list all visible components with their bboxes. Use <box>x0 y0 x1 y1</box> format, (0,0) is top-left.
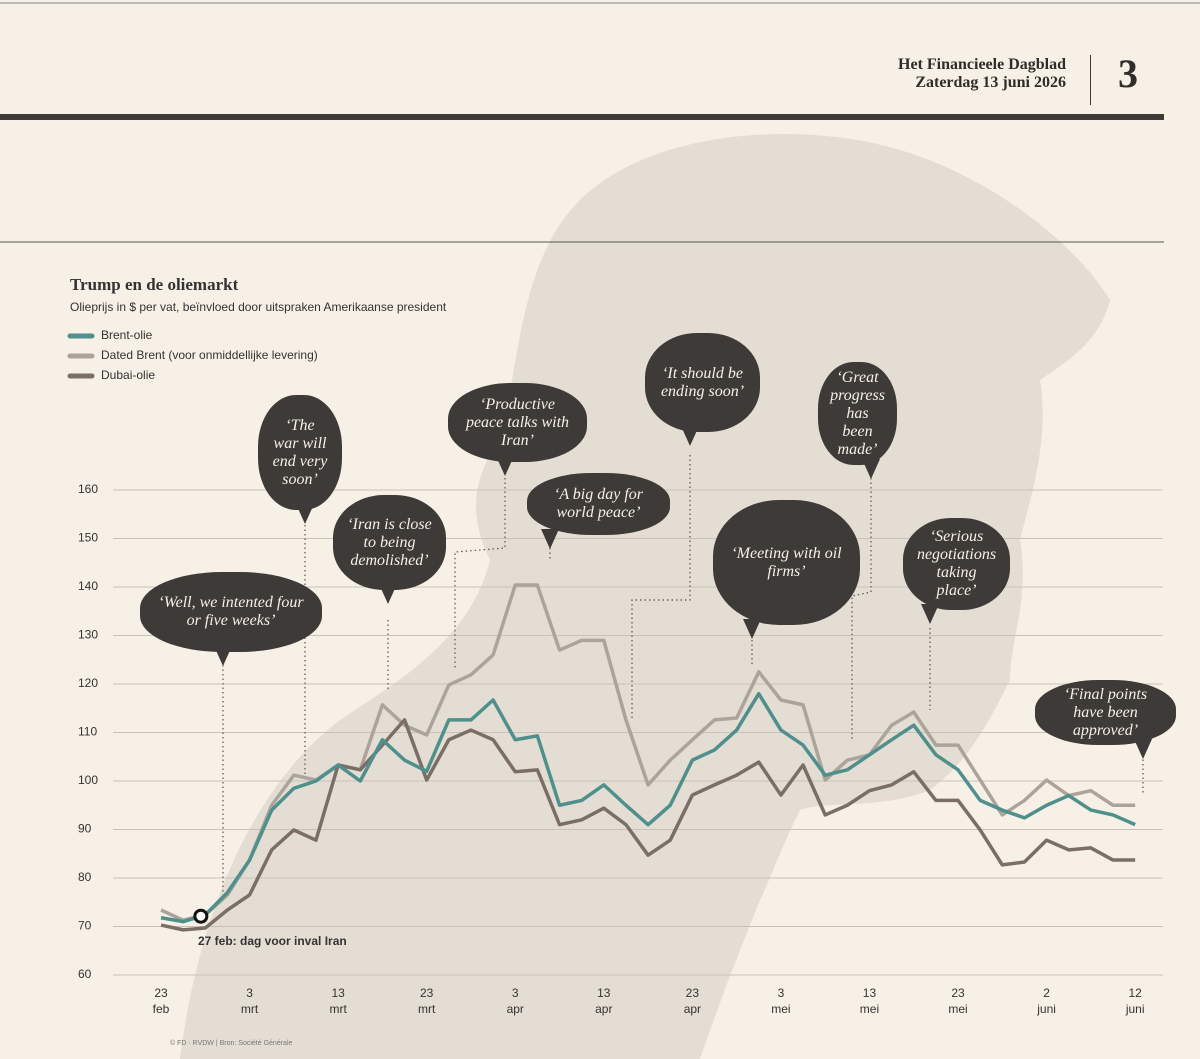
y-tick-label: 120 <box>78 676 98 690</box>
x-tick-label: 13 mrt <box>329 986 347 1016</box>
x-tick-label-line: mrt <box>241 1002 259 1016</box>
y-tick-label: 140 <box>78 579 98 593</box>
chart-title: Trump en de oliemarkt <box>70 275 239 294</box>
page-number: 3 <box>1118 51 1138 96</box>
legend-label: Dubai-olie <box>101 368 155 382</box>
legend-label: Dated Brent (voor onmiddellijke levering… <box>101 348 318 362</box>
silhouette <box>180 134 1110 1059</box>
x-tick-label-line: mrt <box>418 1002 436 1016</box>
y-tick-label: 110 <box>78 725 97 739</box>
bubble-tail <box>1134 739 1152 759</box>
series-line <box>160 691 1136 924</box>
event-marker <box>193 908 209 924</box>
x-tick-label: 3 apr <box>507 986 524 1016</box>
y-tick-label: 100 <box>78 773 98 787</box>
x-tick-label: 12 juni <box>1125 986 1145 1016</box>
x-tick-label-line: 23 <box>154 986 168 1000</box>
source: © FD · RVDW | Bron: Société Générale <box>170 1039 292 1047</box>
x-tick-label-line: 13 <box>863 986 877 1000</box>
annotation-leader <box>454 478 506 670</box>
masthead: Het Financieele Dagblad Zaterdag 13 juni… <box>898 56 1066 92</box>
x-tick-label-line: mei <box>860 1002 879 1016</box>
x-tick-label-line: 2 <box>1043 986 1050 1000</box>
x-tick-label: 23 mrt <box>418 986 436 1016</box>
x-tick-label-line: apr <box>507 1002 524 1016</box>
y-tick-label: 70 <box>78 919 92 933</box>
chart-subtitle: Olieprijs in $ per vat, beïnvloed door u… <box>70 300 447 314</box>
x-tick-label-line: 23 <box>420 986 434 1000</box>
x-tick-label: 3 mei <box>771 986 790 1016</box>
speech-bubble: ‘Serious negotiations taking place’ <box>903 518 1010 610</box>
x-tick-label-line: 3 <box>246 986 253 1000</box>
newspaper: Het Financieele Dagblad <box>898 56 1066 73</box>
x-tick-label: 23 mei <box>948 986 967 1016</box>
speech-bubble: ‘Meeting with oil firms’ <box>713 500 860 625</box>
bubble-tail <box>743 619 761 639</box>
x-tick-label: 23 feb <box>153 986 170 1016</box>
date: Zaterdag 13 juni 2026 <box>915 74 1066 91</box>
speech-bubble: ‘Iran is close to being demolished’ <box>333 495 446 590</box>
x-tick-label-line: 3 <box>512 986 519 1000</box>
annotation-leader <box>631 455 691 720</box>
y-tick-label: 80 <box>78 870 92 884</box>
x-tick-label-line: mrt <box>329 1002 347 1016</box>
series-line <box>160 718 1136 932</box>
x-tick-label-line: apr <box>595 1002 612 1016</box>
speech-bubble: ‘Productive peace talks with Iran’ <box>448 383 587 462</box>
x-tick-label-line: 13 <box>597 986 611 1000</box>
y-tick-label: 130 <box>78 628 98 642</box>
x-tick-label: 13 mei <box>860 986 879 1016</box>
header-divider <box>1090 55 1091 105</box>
bubble-tail <box>921 604 939 624</box>
event-label: 27 feb: dag voor inval Iran <box>198 934 347 948</box>
x-tick-label: 13 apr <box>595 986 612 1016</box>
speech-bubble: ‘Well, we intented four or five weeks’ <box>140 572 322 652</box>
x-tick-label-line: apr <box>684 1002 701 1016</box>
speech-bubble: ‘The war will end very soon’ <box>258 395 342 510</box>
speech-bubble: ‘It should be ending soon’ <box>645 333 760 432</box>
x-tick-label-line: juni <box>1125 1002 1145 1016</box>
legend-label: Brent-olie <box>101 328 153 342</box>
x-tick-label: 2 juni <box>1036 986 1056 1016</box>
y-tick-label: 60 <box>78 967 92 981</box>
x-tick-label-line: juni <box>1036 1002 1056 1016</box>
x-tick-label: 3 mrt <box>241 986 259 1016</box>
y-tick-label: 150 <box>78 531 98 545</box>
x-tick-label-line: mei <box>948 1002 967 1016</box>
y-tick-label: 160 <box>78 482 98 496</box>
bubble-tail <box>541 529 559 549</box>
x-tick-label-line: 13 <box>331 986 345 1000</box>
x-tick-label-line: 12 <box>1128 986 1142 1000</box>
x-tick-label-line: 3 <box>778 986 785 1000</box>
x-tick-label: 23 apr <box>684 986 701 1016</box>
x-tick-label-line: 23 <box>951 986 965 1000</box>
x-tick-label-line: mei <box>771 1002 790 1016</box>
y-tick-label: 90 <box>78 822 92 836</box>
speech-bubble: ‘Great progress has been made’ <box>818 362 897 465</box>
speech-bubble: ‘Final points have been approved’ <box>1035 680 1176 745</box>
x-tick-label-line: 23 <box>686 986 700 1000</box>
speech-bubble: ‘A big day for world peace’ <box>527 473 670 535</box>
x-tick-label-line: feb <box>153 1002 170 1016</box>
